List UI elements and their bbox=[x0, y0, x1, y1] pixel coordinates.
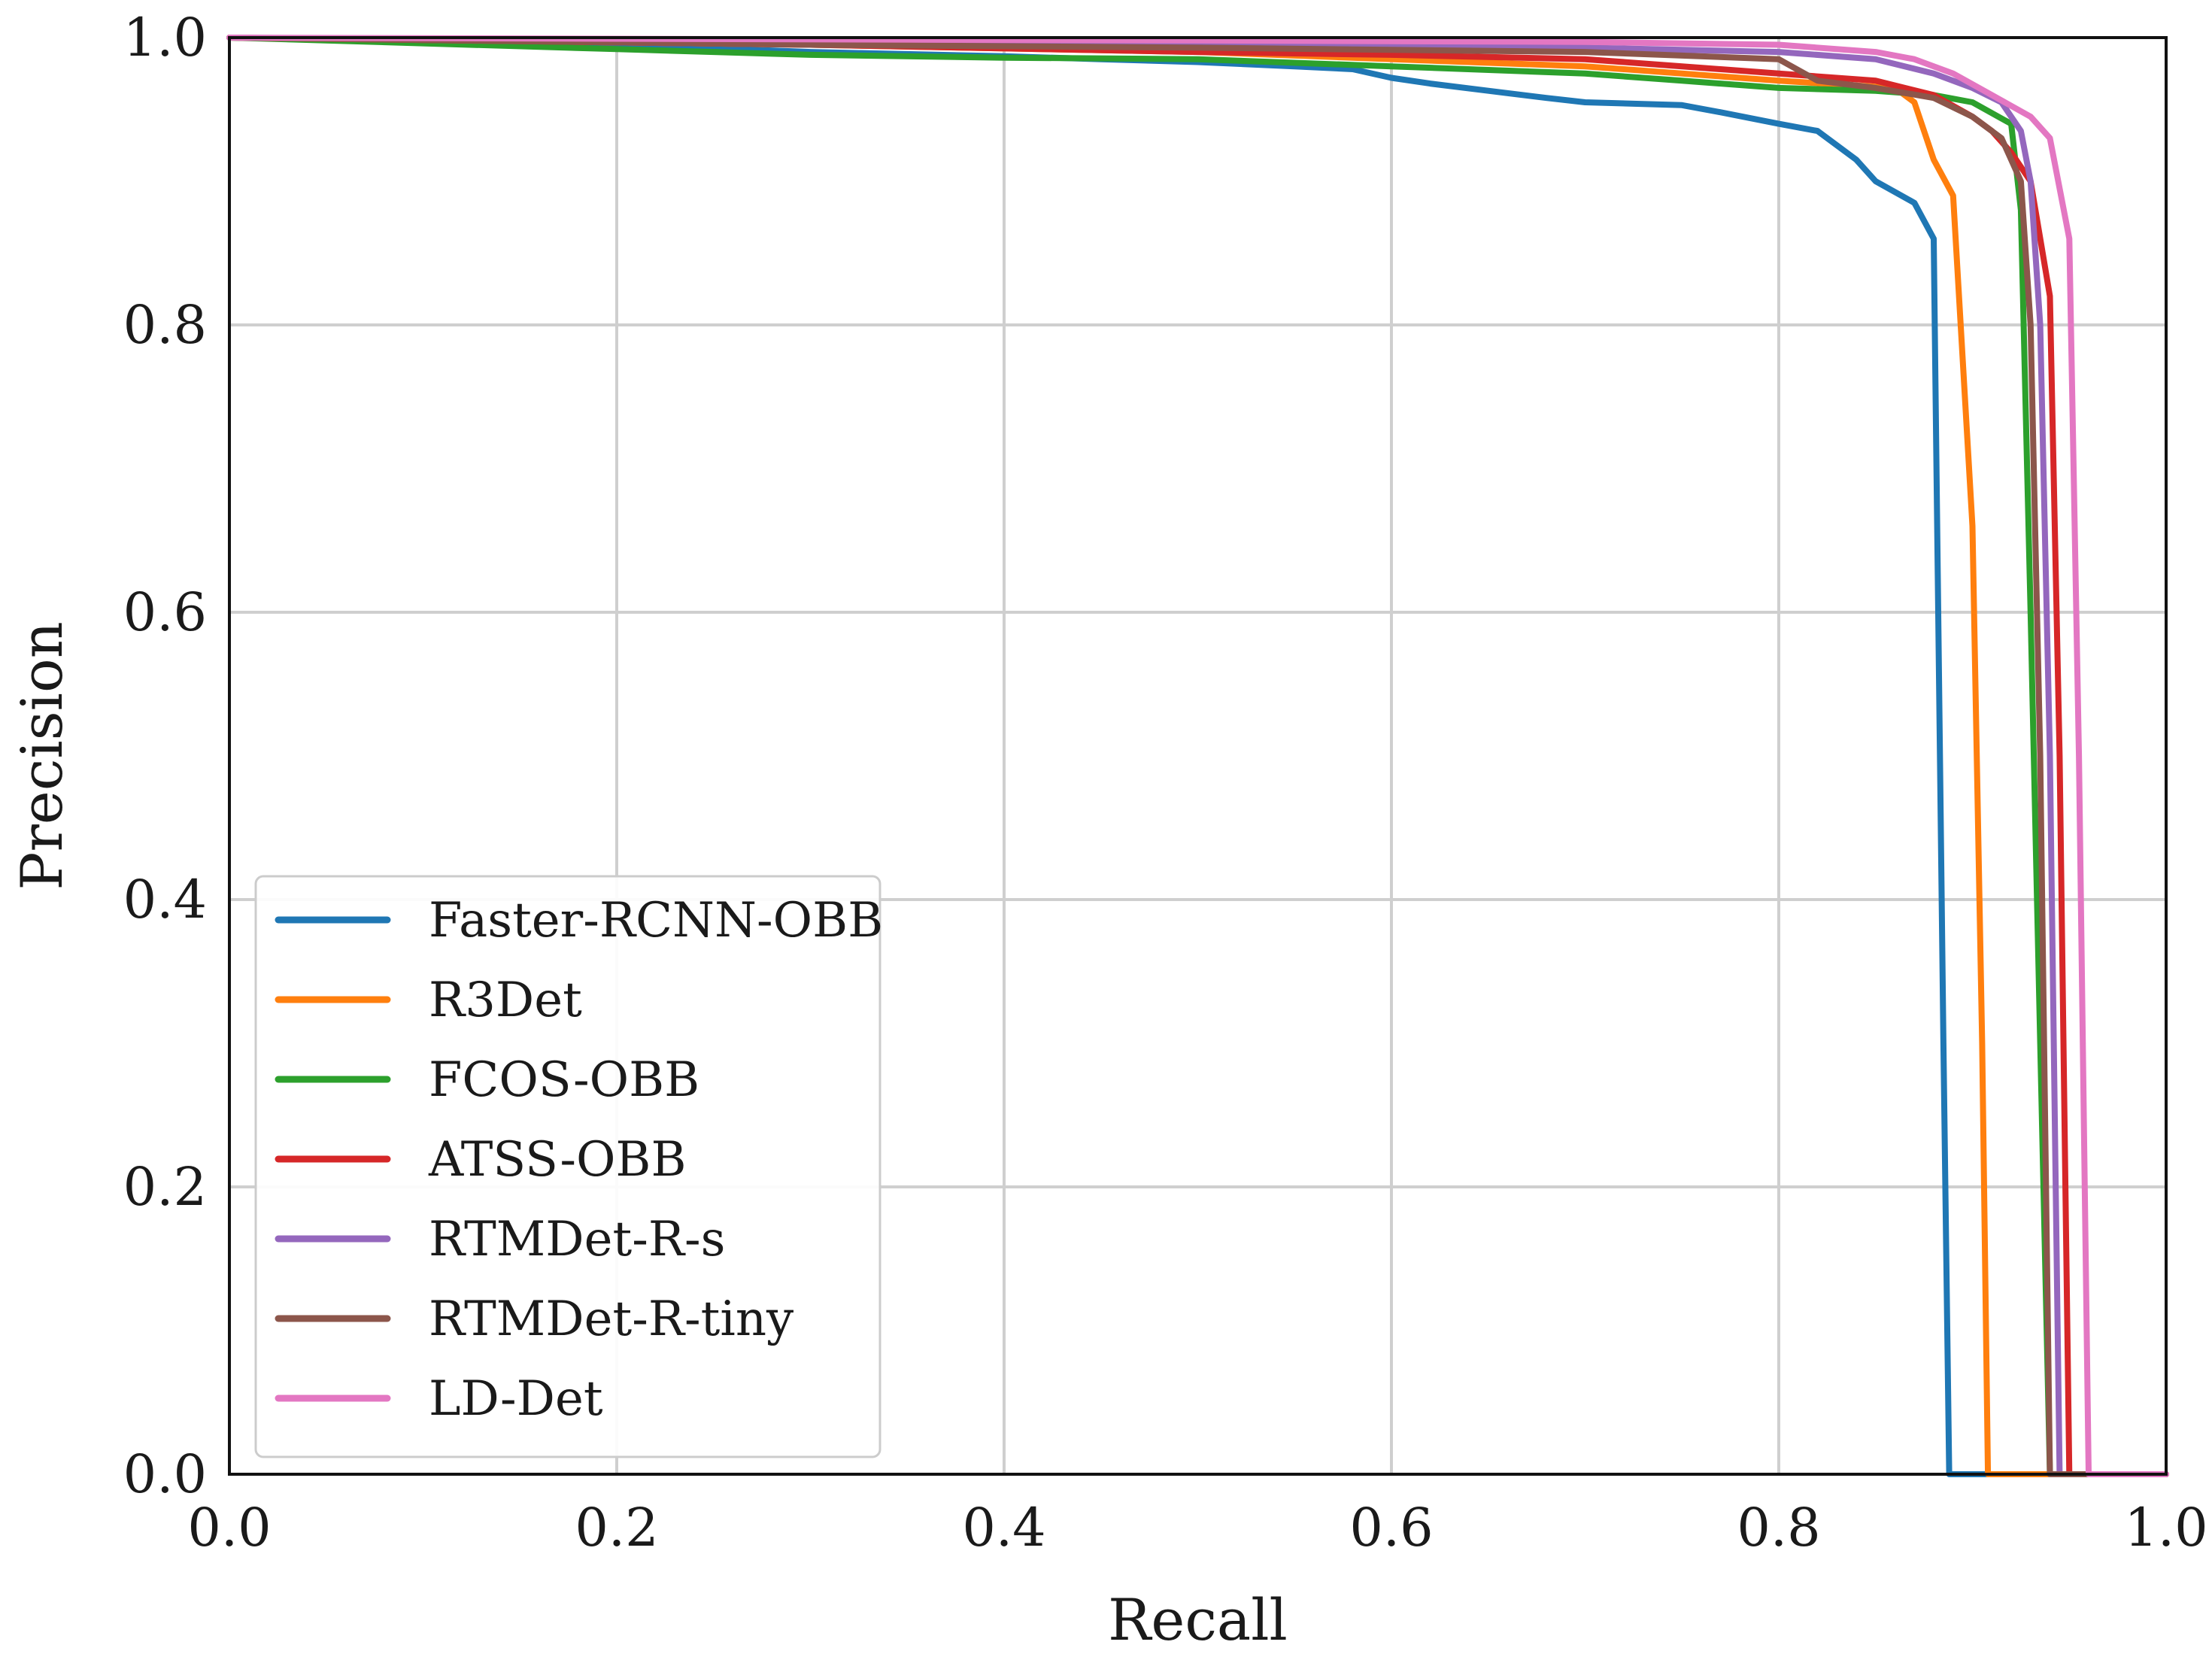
axis-ticks: 0.0 0.2 0.4 0.6 0.8 1.0 0.0 0.2 0.4 0.6 0.8 1.0 bbox=[123, 7, 2208, 1558]
x-tick-label: 0.4 bbox=[962, 1497, 1045, 1558]
legend-box bbox=[254, 875, 881, 1458]
y-tick-label: 0.4 bbox=[123, 869, 207, 930]
y-tick-label: 0.6 bbox=[123, 581, 207, 643]
legend-label: LD-Det bbox=[429, 1371, 603, 1427]
series-line-fcos-obb bbox=[226, 35, 2169, 1477]
plot-frame bbox=[228, 36, 2168, 1476]
y-tick-label: 0.2 bbox=[123, 1156, 207, 1218]
series-lines bbox=[226, 35, 2169, 1477]
y-tick-label: 1.0 bbox=[123, 7, 207, 68]
legend-label: Faster-RCNN-OBB bbox=[429, 893, 883, 948]
x-tick-label: 1.0 bbox=[2124, 1497, 2207, 1558]
legend: Faster-RCNN-OBB R3Det FCOS-OBB ATSS-OBB RTMD… bbox=[254, 875, 883, 1458]
x-tick-label: 0.8 bbox=[1737, 1497, 1820, 1558]
legend-label: ATSS-OBB bbox=[428, 1132, 686, 1188]
x-tick-label: 0.2 bbox=[575, 1497, 658, 1558]
series-line-ld-det bbox=[226, 35, 2169, 1477]
y-tick-label: 0.8 bbox=[123, 294, 207, 356]
x-tick-label: 0.6 bbox=[1349, 1497, 1433, 1558]
legend-label: R3Det bbox=[429, 973, 582, 1028]
legend-label: RTMDet-R-tiny bbox=[429, 1291, 793, 1347]
y-axis-label: Precision bbox=[8, 621, 75, 890]
x-axis-label: Recall bbox=[1108, 1586, 1288, 1653]
legend-label: FCOS-OBB bbox=[429, 1052, 699, 1108]
x-tick-label: 0.0 bbox=[187, 1497, 271, 1558]
series-line-rtmdet-r-tiny bbox=[226, 35, 2169, 1477]
legend-label: RTMDet-R-s bbox=[429, 1212, 725, 1267]
y-tick-label: 0.0 bbox=[123, 1443, 207, 1505]
